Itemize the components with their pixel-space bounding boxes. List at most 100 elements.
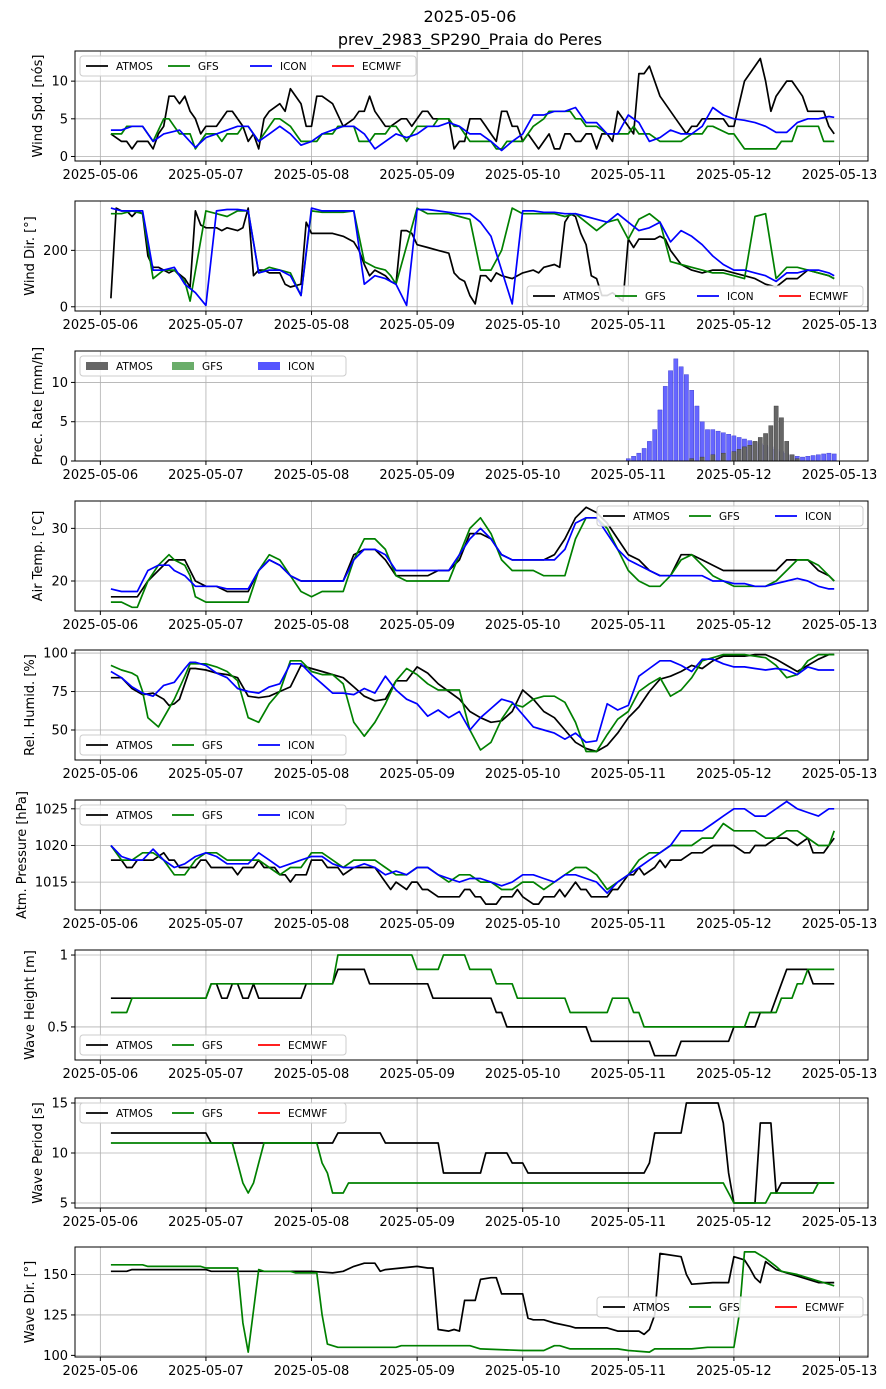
panel-5-xtick-label-7: 2025-05-13 [802, 767, 878, 782]
panel-2-xtick-label-6: 2025-05-12 [696, 318, 772, 333]
panel-9-ytick-label-1: 125 [43, 1308, 68, 1323]
panel-3-legend-swatch-atmos [86, 362, 108, 370]
panel-7-xtick-label-6: 2025-05-12 [696, 1067, 772, 1082]
panel-4-xtick-label-4: 2025-05-10 [485, 618, 561, 633]
panel-3-bar-icon-1 [631, 456, 636, 461]
panel-3-bar-icon-8 [668, 370, 673, 461]
panel-1-group: 2025-05-06 2025-05-07 2025-05-08 2025-05-09… [31, 50, 877, 183]
panel-5-group: 2025-05-06 2025-05-07 2025-05-08 2025-05-09… [23, 647, 877, 782]
panel-9-group: 2025-05-06 2025-05-07 2025-05-08 2025-05-09… [23, 1246, 877, 1379]
panel-5-xtick-label-1: 2025-05-07 [168, 767, 244, 782]
panel-4-xtick-label-0: 2025-05-06 [63, 618, 139, 633]
panel-5-legend-box [79, 734, 347, 756]
panel-7-legend-box [79, 1034, 347, 1056]
panel-9-legend-label-ecmwf: ECMWF [805, 1302, 844, 1314]
panel-2-legend-box [526, 285, 864, 307]
figure-title-station: prev_2983_SP290_Praia do Peres [338, 30, 602, 50]
panel-6-ytick-label-2: 1025 [35, 802, 68, 817]
panel-4-legend-label-icon: ICON [805, 511, 832, 523]
panel-5-data [110, 653, 835, 753]
panel-6-xtick-label-5: 2025-05-11 [591, 917, 667, 932]
panel-4-ytick-label-0: 20 [51, 575, 68, 590]
panel-9-legend-box [596, 1296, 864, 1318]
panel-5-ytick-label-1: 75 [51, 685, 68, 700]
panel-1-ytick-label-0: 0 [60, 150, 68, 165]
panel-5-xtick-label-5: 2025-05-11 [591, 767, 667, 782]
panel-4-legend-label-atmos: ATMOS [633, 511, 670, 523]
panel-2-xtick-label-5: 2025-05-11 [591, 318, 667, 333]
panel-6-xtick-label-6: 2025-05-12 [696, 917, 772, 932]
panel-1-ylabel: Wind Spd. [nós] [31, 55, 46, 158]
panel-3-bar-icon-36 [816, 454, 821, 461]
panel-3-bar-icon-6 [657, 409, 663, 461]
panel-3-bar-icon-4 [647, 441, 652, 461]
panel-8-xtick-label-1: 2025-05-07 [168, 1215, 244, 1230]
panel-8-xtick-label-4: 2025-05-10 [485, 1215, 561, 1230]
panel-3-bar-icon-11 [684, 374, 689, 461]
panel-3-bar-atmos-6 [742, 446, 747, 461]
panel-4-frame [74, 500, 869, 612]
panel-3-data [625, 358, 837, 461]
panel-3-bar-atmos-12 [773, 405, 779, 461]
panel-3-bar-icon-7 [662, 386, 668, 461]
panel-1-frame [74, 50, 869, 162]
panel-4-xtick-label-6: 2025-05-12 [696, 618, 772, 633]
panel-8-legend-label-atmos: ATMOS [116, 1108, 153, 1120]
panel-8-legend-box [79, 1102, 347, 1124]
panel-7-xtick-label-4: 2025-05-10 [485, 1067, 561, 1082]
panel-2-line-gfs [110, 207, 835, 302]
panel-3-xtick-label-3: 2025-05-09 [379, 468, 455, 483]
panel-3-bar-icon-2 [636, 452, 642, 461]
panel-3-bar-icon-3 [641, 448, 647, 461]
panel-8-xtick-label-6: 2025-05-12 [696, 1215, 772, 1230]
panel-5-xtick-label-3: 2025-05-09 [379, 767, 455, 782]
panel-6-xtick-label-4: 2025-05-10 [485, 917, 561, 932]
panel-5-legend-label-icon: ICON [288, 740, 315, 752]
panel-9-xtick-label-6: 2025-05-12 [696, 1364, 772, 1379]
panel-1-line-atmos [110, 57, 835, 150]
panel-6-xtick-label-1: 2025-05-07 [168, 917, 244, 932]
panel-2-legend-label-ecmwf: ECMWF [809, 291, 848, 303]
panel-8-ylabel: Wave Period [s] [31, 1102, 46, 1203]
panel-5-legend-label-atmos: ATMOS [116, 740, 153, 752]
panel-3-bar-icon-17 [715, 430, 721, 461]
panel-5-xtick-label-6: 2025-05-12 [696, 767, 772, 782]
panel-6-line-atmos [110, 837, 835, 905]
panel-4-xtick-label-1: 2025-05-07 [168, 618, 244, 633]
panel-3-bar-icon-12 [689, 390, 694, 461]
panel-7-legend-label-gfs: GFS [202, 1040, 223, 1052]
panel-3-bar-icon-19 [726, 434, 731, 461]
panel-5-legend-label-gfs: GFS [202, 740, 223, 752]
panel-9-xtick-label-3: 2025-05-09 [379, 1364, 455, 1379]
panel-2-ylabel: Wind Dir. [°] [23, 216, 38, 296]
panel-8-legend-label-gfs: GFS [202, 1108, 223, 1120]
panel-2-legend-label-atmos: ATMOS [563, 291, 600, 303]
panel-7-legend-label-ecmwf: ECMWF [288, 1040, 327, 1052]
panel-3-bar-atmos-15 [789, 454, 795, 461]
panel-1-line-icon [110, 106, 835, 152]
panel-4-xtick-label-2: 2025-05-08 [274, 618, 350, 633]
panel-8-group: 2025-05-06 2025-05-07 2025-05-08 2025-05-09… [31, 1097, 877, 1231]
panels-group: 2025-05-06 2025-05-07 2025-05-08 2025-05-09… [15, 50, 877, 1379]
panel-7-xtick-label-2: 2025-05-08 [274, 1067, 350, 1082]
panel-9-xtick-label-4: 2025-05-10 [485, 1364, 561, 1379]
panel-1-legend-label-atmos: ATMOS [116, 61, 153, 73]
panel-3-bar-icon-10 [678, 366, 684, 461]
panel-8-xtick-label-0: 2025-05-06 [63, 1215, 139, 1230]
panel-3-bar-atmos-3 [721, 452, 726, 461]
panel-1-legend: ATMOS GFS ICON ECMWF [79, 55, 417, 77]
panel-7-xtick-label-3: 2025-05-09 [379, 1067, 455, 1082]
panel-9-line-gfs [110, 1251, 835, 1353]
panel-2-group: 2025-05-06 2025-05-07 2025-05-08 2025-05-09… [23, 200, 877, 333]
panel-4-legend-label-gfs: GFS [719, 511, 740, 523]
panel-9-ytick-label-2: 150 [43, 1268, 68, 1283]
panel-5-legend: ATMOS GFS ICON [79, 734, 347, 756]
panel-1-xtick-label-0: 2025-05-06 [63, 168, 139, 183]
panel-4-xtick-label-5: 2025-05-11 [591, 618, 667, 633]
panel-1-legend-label-ecmwf: ECMWF [362, 61, 401, 73]
panel-3-bar-icon-15 [705, 429, 710, 461]
panel-9-ytick-label-0: 100 [43, 1349, 68, 1364]
panel-3-bar-atmos-7 [747, 445, 753, 461]
panel-2-ytick-label-1: 200 [43, 244, 68, 259]
